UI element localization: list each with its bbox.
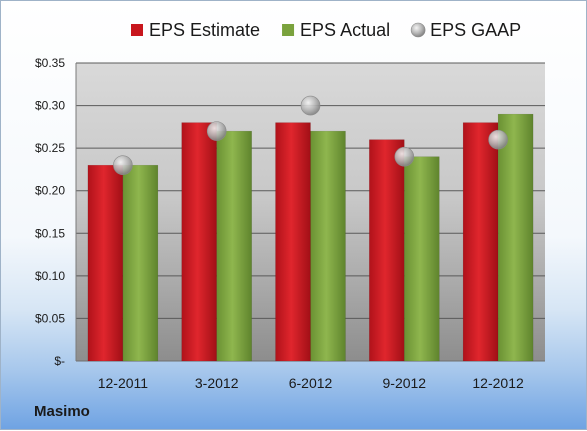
x-tick-label: 12-2012 (472, 375, 524, 391)
x-tick-label: 3-2012 (195, 375, 239, 391)
eps-gaap-marker (113, 155, 133, 175)
eps-gaap-marker (394, 146, 415, 167)
eps-estimate-bar (181, 122, 217, 362)
y-tick-label: $0.05 (35, 311, 65, 325)
legend-label: EPS GAAP (430, 20, 521, 40)
y-tick-label: $0.20 (35, 184, 65, 198)
y-axis-ticks: $- $0.05 $0.10 $0.15 $0.20 $0.25 $0.30 $0.35 (35, 56, 65, 368)
legend-label: EPS Estimate (149, 20, 260, 40)
y-tick-label: $0.35 (35, 56, 65, 70)
y-tick-label: $0.30 (35, 99, 65, 113)
x-axis-ticks: 12-2011 3-2012 6-2012 9-2012 12-2012 (98, 375, 524, 391)
eps-actual-bar (216, 130, 252, 362)
y-tick-label: $0.25 (35, 141, 65, 155)
eps-actual-bar (122, 164, 159, 362)
y-tick-label: $0.10 (35, 269, 65, 283)
eps-gaap-marker (488, 129, 508, 150)
eps-estimate-bar (462, 122, 499, 362)
y-tick-label: $0.15 (35, 226, 65, 240)
legend-swatch (282, 24, 295, 36)
eps-actual-bar (404, 156, 440, 362)
legend-label: EPS Actual (300, 20, 390, 40)
legend-marker-gaap (410, 22, 426, 38)
eps-gaap-marker (206, 121, 227, 141)
company-name: Masimo (34, 403, 90, 420)
gaap-markers (113, 95, 508, 175)
eps-gaap-marker (300, 95, 321, 116)
eps-actual-bar (310, 130, 346, 362)
x-tick-label: 6-2012 (289, 375, 333, 391)
eps-estimate-bar (275, 122, 311, 362)
x-tick-label: 9-2012 (383, 375, 427, 391)
legend-swatch (131, 24, 143, 36)
eps-actual-bar (497, 113, 534, 362)
eps-estimate-bar (369, 139, 405, 362)
eps-estimate-bar (87, 164, 124, 362)
legend: EPS Estimate EPS Actual EPS GAAP (131, 20, 521, 40)
bars (87, 113, 534, 362)
y-tick-label: $- (54, 354, 65, 368)
x-tick-label: 12-2011 (98, 375, 149, 391)
